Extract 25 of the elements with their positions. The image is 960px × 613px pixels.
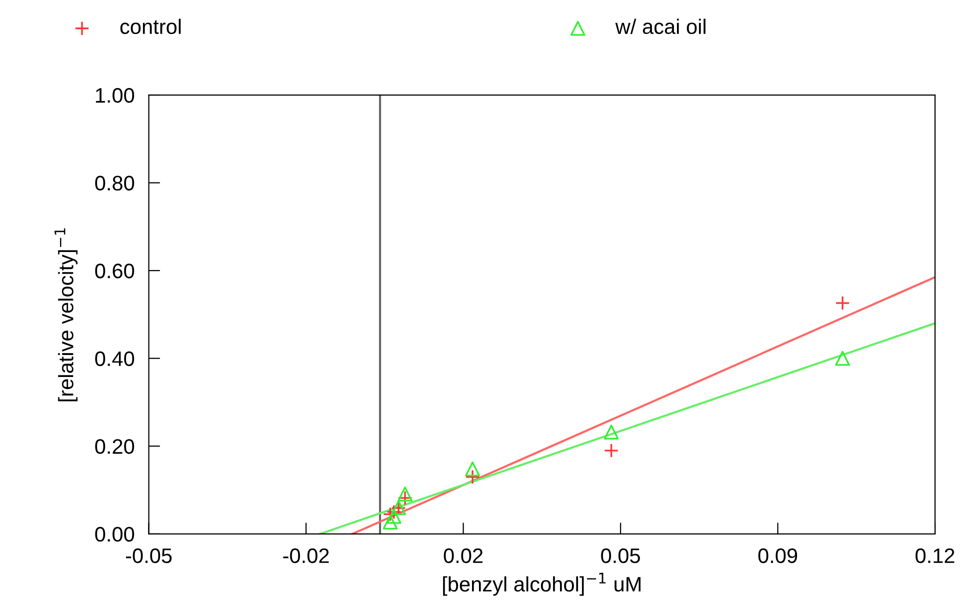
point [465, 469, 480, 484]
x-tick-label: 0.12 [916, 548, 954, 564]
y-tick-label: 0.20 [95, 439, 134, 454]
y-tick-label: 0.40 [95, 351, 134, 366]
point [382, 514, 398, 530]
x-tick-label: 0.05 [601, 548, 640, 564]
x-tick-label: 0.02 [444, 548, 483, 564]
x-tick-label: 0.09 [758, 548, 798, 564]
y-tick-label: 0.80 [95, 176, 134, 191]
x-tick-label: -0.02 [283, 548, 329, 564]
x-axis-title: [benzyl alcohol]$^{−1}$ uM [443, 572, 640, 596]
legend-label: w/ acai oil [615, 18, 706, 34]
point [835, 296, 850, 310]
point [386, 508, 402, 524]
y-tick-label: 0.60 [95, 264, 134, 278]
point [604, 424, 619, 440]
point [604, 443, 619, 458]
y-tick-label: 1.00 [96, 88, 134, 103]
y-tick-label: 0.00 [95, 526, 134, 542]
y-axis-title: [relative velocity]$^{−1}$ [54, 228, 78, 402]
point [465, 462, 480, 476]
x-tick-label: -0.05 [126, 548, 172, 564]
point [835, 350, 850, 366]
legend-label: control [120, 18, 181, 34]
point [398, 486, 412, 502]
